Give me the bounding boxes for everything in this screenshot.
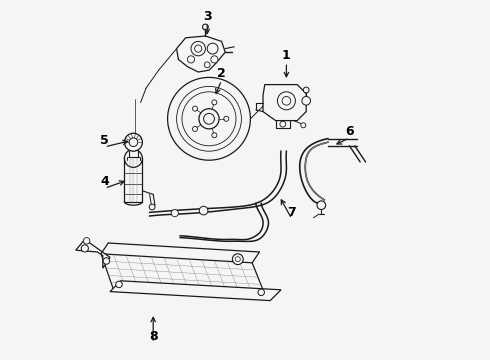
Circle shape [168, 77, 250, 160]
Circle shape [202, 24, 208, 30]
Circle shape [103, 258, 110, 264]
Text: 3: 3 [203, 10, 212, 23]
Text: 8: 8 [149, 330, 157, 343]
Circle shape [176, 86, 242, 151]
Circle shape [212, 133, 217, 138]
Text: 7: 7 [288, 206, 296, 219]
Circle shape [81, 245, 88, 252]
Circle shape [235, 257, 240, 262]
Polygon shape [176, 36, 225, 72]
Circle shape [282, 96, 291, 105]
Circle shape [149, 204, 155, 210]
Circle shape [302, 96, 311, 105]
Circle shape [211, 56, 218, 63]
Circle shape [258, 289, 265, 296]
Text: 6: 6 [345, 125, 354, 138]
Circle shape [129, 138, 138, 147]
Circle shape [199, 206, 208, 215]
Circle shape [212, 100, 217, 105]
Text: 1: 1 [282, 49, 291, 62]
Text: 5: 5 [100, 134, 109, 147]
Circle shape [204, 113, 215, 124]
Circle shape [204, 62, 210, 68]
Text: 4: 4 [100, 175, 109, 188]
Circle shape [199, 109, 219, 129]
Text: 2: 2 [217, 67, 226, 80]
Circle shape [193, 126, 197, 131]
Polygon shape [263, 85, 306, 121]
Polygon shape [101, 254, 267, 299]
Circle shape [83, 238, 90, 244]
Circle shape [277, 92, 295, 110]
Circle shape [207, 43, 218, 54]
Circle shape [224, 116, 229, 121]
Circle shape [124, 149, 143, 167]
Circle shape [116, 281, 122, 288]
Circle shape [124, 133, 143, 151]
Circle shape [303, 87, 309, 93]
Circle shape [171, 210, 178, 217]
Polygon shape [110, 281, 281, 301]
Circle shape [301, 123, 306, 128]
Circle shape [187, 56, 195, 63]
Circle shape [232, 254, 243, 265]
Circle shape [191, 41, 205, 56]
Circle shape [195, 45, 202, 52]
Circle shape [193, 106, 197, 111]
Circle shape [280, 121, 286, 127]
Circle shape [317, 201, 326, 210]
Circle shape [182, 92, 236, 146]
Polygon shape [76, 239, 110, 268]
